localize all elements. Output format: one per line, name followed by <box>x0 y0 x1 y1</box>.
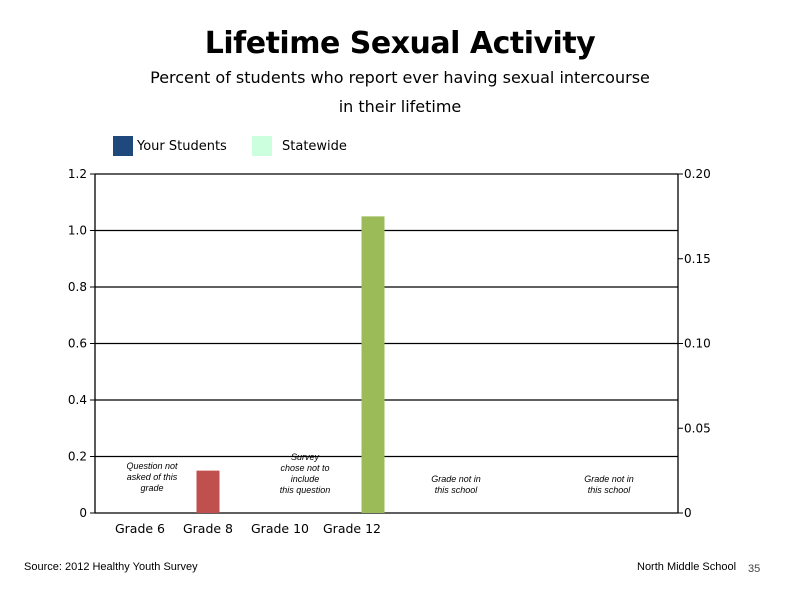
x-axis-category-label: Grade 6 <box>115 521 165 536</box>
legend-swatch-statewide <box>252 136 272 156</box>
not-applicable-note: Grade not in this school <box>584 474 634 495</box>
x-axis-category-label: Grade 12 <box>323 521 381 536</box>
legend-label-statewide: Statewide <box>282 138 347 154</box>
left-axis-tick-label: 0.2 <box>68 450 87 464</box>
left-axis-tick-label: 0.8 <box>68 280 87 294</box>
right-axis-tick-label: 0.05 <box>684 421 711 435</box>
chart-subtitle-line-2: in their lifetime <box>338 97 462 116</box>
left-axis-tick-label: 1.0 <box>68 224 87 238</box>
legend-item-your-students: Your Students <box>113 136 227 156</box>
chart-title: Lifetime Sexual Activity <box>204 26 596 61</box>
x-axis-category-label: Grade 10 <box>251 521 309 536</box>
right-axis-tick-label: 0.20 <box>684 167 711 181</box>
right-axis-tick-label: 0.15 <box>684 252 711 266</box>
left-axis-tick-label: 0.4 <box>68 393 87 407</box>
bar-grade-12 <box>361 216 385 513</box>
not-applicable-note: Survey chose not to include this question <box>280 452 331 495</box>
legend-label-your-students: Your Students <box>137 138 227 154</box>
left-axis-tick-label: 1.2 <box>68 167 87 181</box>
right-axis-tick-label: 0 <box>684 506 692 520</box>
left-axis-tick-label: 0.6 <box>68 337 87 351</box>
legend-item-statewide: Statewide <box>252 136 347 156</box>
x-axis-category-label: Grade 8 <box>183 521 233 536</box>
source-note: Source: 2012 Healthy Youth Survey <box>24 561 198 573</box>
legend-swatch-your-students <box>113 136 133 156</box>
school-name: North Middle School <box>637 561 737 573</box>
bar-grade-8 <box>196 470 220 513</box>
chart-subtitle-line-1: Percent of students who report ever havi… <box>150 68 650 87</box>
page-number: 35 <box>748 563 761 575</box>
not-applicable-note: Question not asked of this grade <box>126 461 178 493</box>
not-applicable-note: Grade not in this school <box>431 474 481 495</box>
left-axis-tick-label: 0 <box>79 506 87 520</box>
right-axis-tick-label: 0.10 <box>684 337 711 351</box>
